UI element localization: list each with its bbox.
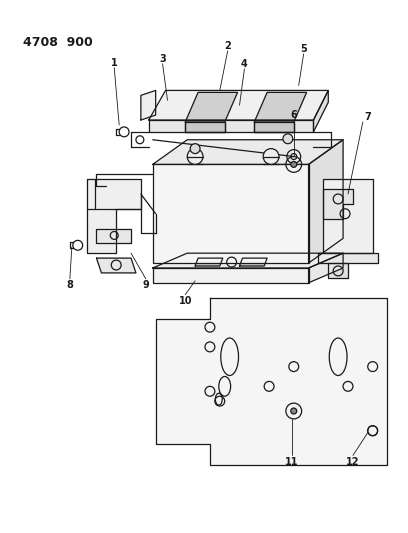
Circle shape: [263, 149, 279, 164]
Text: 4: 4: [241, 59, 248, 69]
Polygon shape: [324, 179, 373, 253]
Polygon shape: [96, 229, 131, 244]
Polygon shape: [185, 122, 225, 132]
Text: 12: 12: [346, 457, 360, 467]
Text: 3: 3: [159, 54, 166, 64]
Text: 2: 2: [224, 41, 231, 51]
Circle shape: [190, 144, 200, 154]
Polygon shape: [328, 263, 348, 278]
Polygon shape: [153, 140, 343, 164]
Polygon shape: [156, 297, 388, 465]
Polygon shape: [195, 258, 223, 266]
Circle shape: [187, 149, 203, 164]
Polygon shape: [149, 120, 313, 132]
Polygon shape: [308, 253, 343, 283]
Bar: [153, 164, 308, 263]
Polygon shape: [239, 258, 267, 266]
Polygon shape: [141, 91, 156, 120]
Text: 6: 6: [290, 110, 297, 120]
Circle shape: [291, 161, 297, 167]
Polygon shape: [185, 92, 237, 122]
Bar: [153, 268, 308, 283]
Text: 11: 11: [285, 457, 299, 467]
Text: 10: 10: [179, 295, 192, 305]
Text: 5: 5: [300, 44, 307, 54]
Polygon shape: [308, 140, 343, 263]
Polygon shape: [153, 253, 343, 268]
Text: 8: 8: [67, 280, 73, 290]
Polygon shape: [313, 91, 328, 132]
Polygon shape: [324, 189, 353, 219]
Circle shape: [283, 134, 293, 144]
Text: 4708  900: 4708 900: [22, 36, 92, 49]
Polygon shape: [318, 253, 377, 263]
Polygon shape: [149, 91, 328, 120]
Polygon shape: [96, 258, 136, 273]
Circle shape: [291, 408, 297, 414]
Text: 7: 7: [364, 112, 371, 122]
Text: 9: 9: [142, 280, 149, 290]
Polygon shape: [254, 92, 306, 122]
Polygon shape: [86, 179, 141, 253]
Text: 1: 1: [111, 58, 118, 68]
Polygon shape: [254, 122, 294, 132]
